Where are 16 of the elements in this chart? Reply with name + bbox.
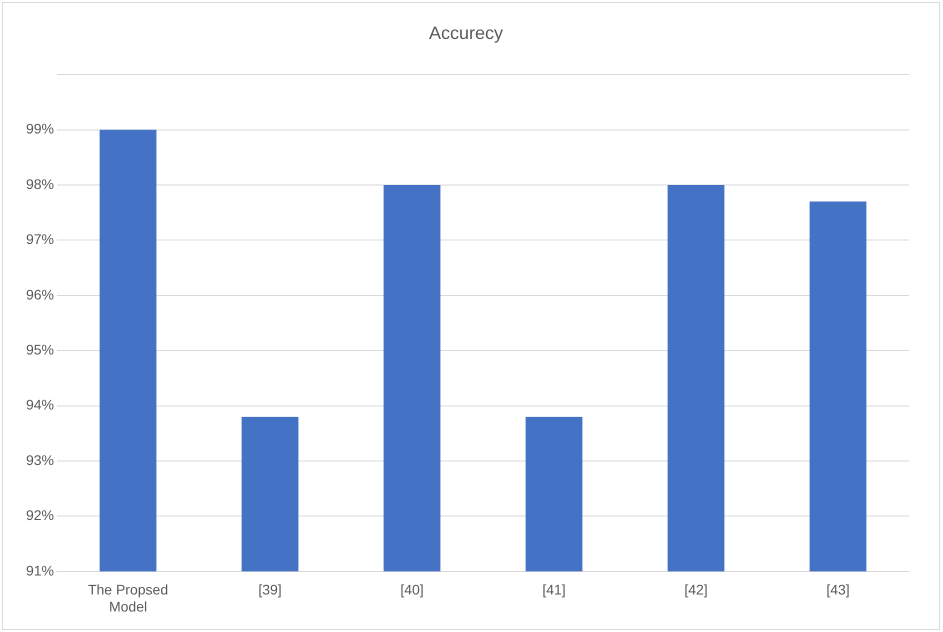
x-tick-label: [43] [826,582,850,598]
y-tick-label: 93% [26,452,54,468]
x-tick-label: [40] [400,582,424,598]
y-tick-label: 96% [26,286,54,302]
y-tick-label: 91% [26,562,54,578]
x-tick-label: [41] [542,582,566,598]
y-tick-label: 94% [26,396,54,413]
y-tick-label: 92% [26,507,54,524]
y-tick-label: 95% [26,341,54,358]
x-tick-label: [42] [684,582,708,598]
y-tick-label: 97% [26,231,54,248]
y-tick-label: 99% [26,120,54,137]
chart-title: Accurecy [428,22,504,43]
x-tick-label: The Propsed Model [88,582,168,614]
y-tick-label: 98% [26,176,54,192]
x-tick-label: [39] [258,582,282,598]
